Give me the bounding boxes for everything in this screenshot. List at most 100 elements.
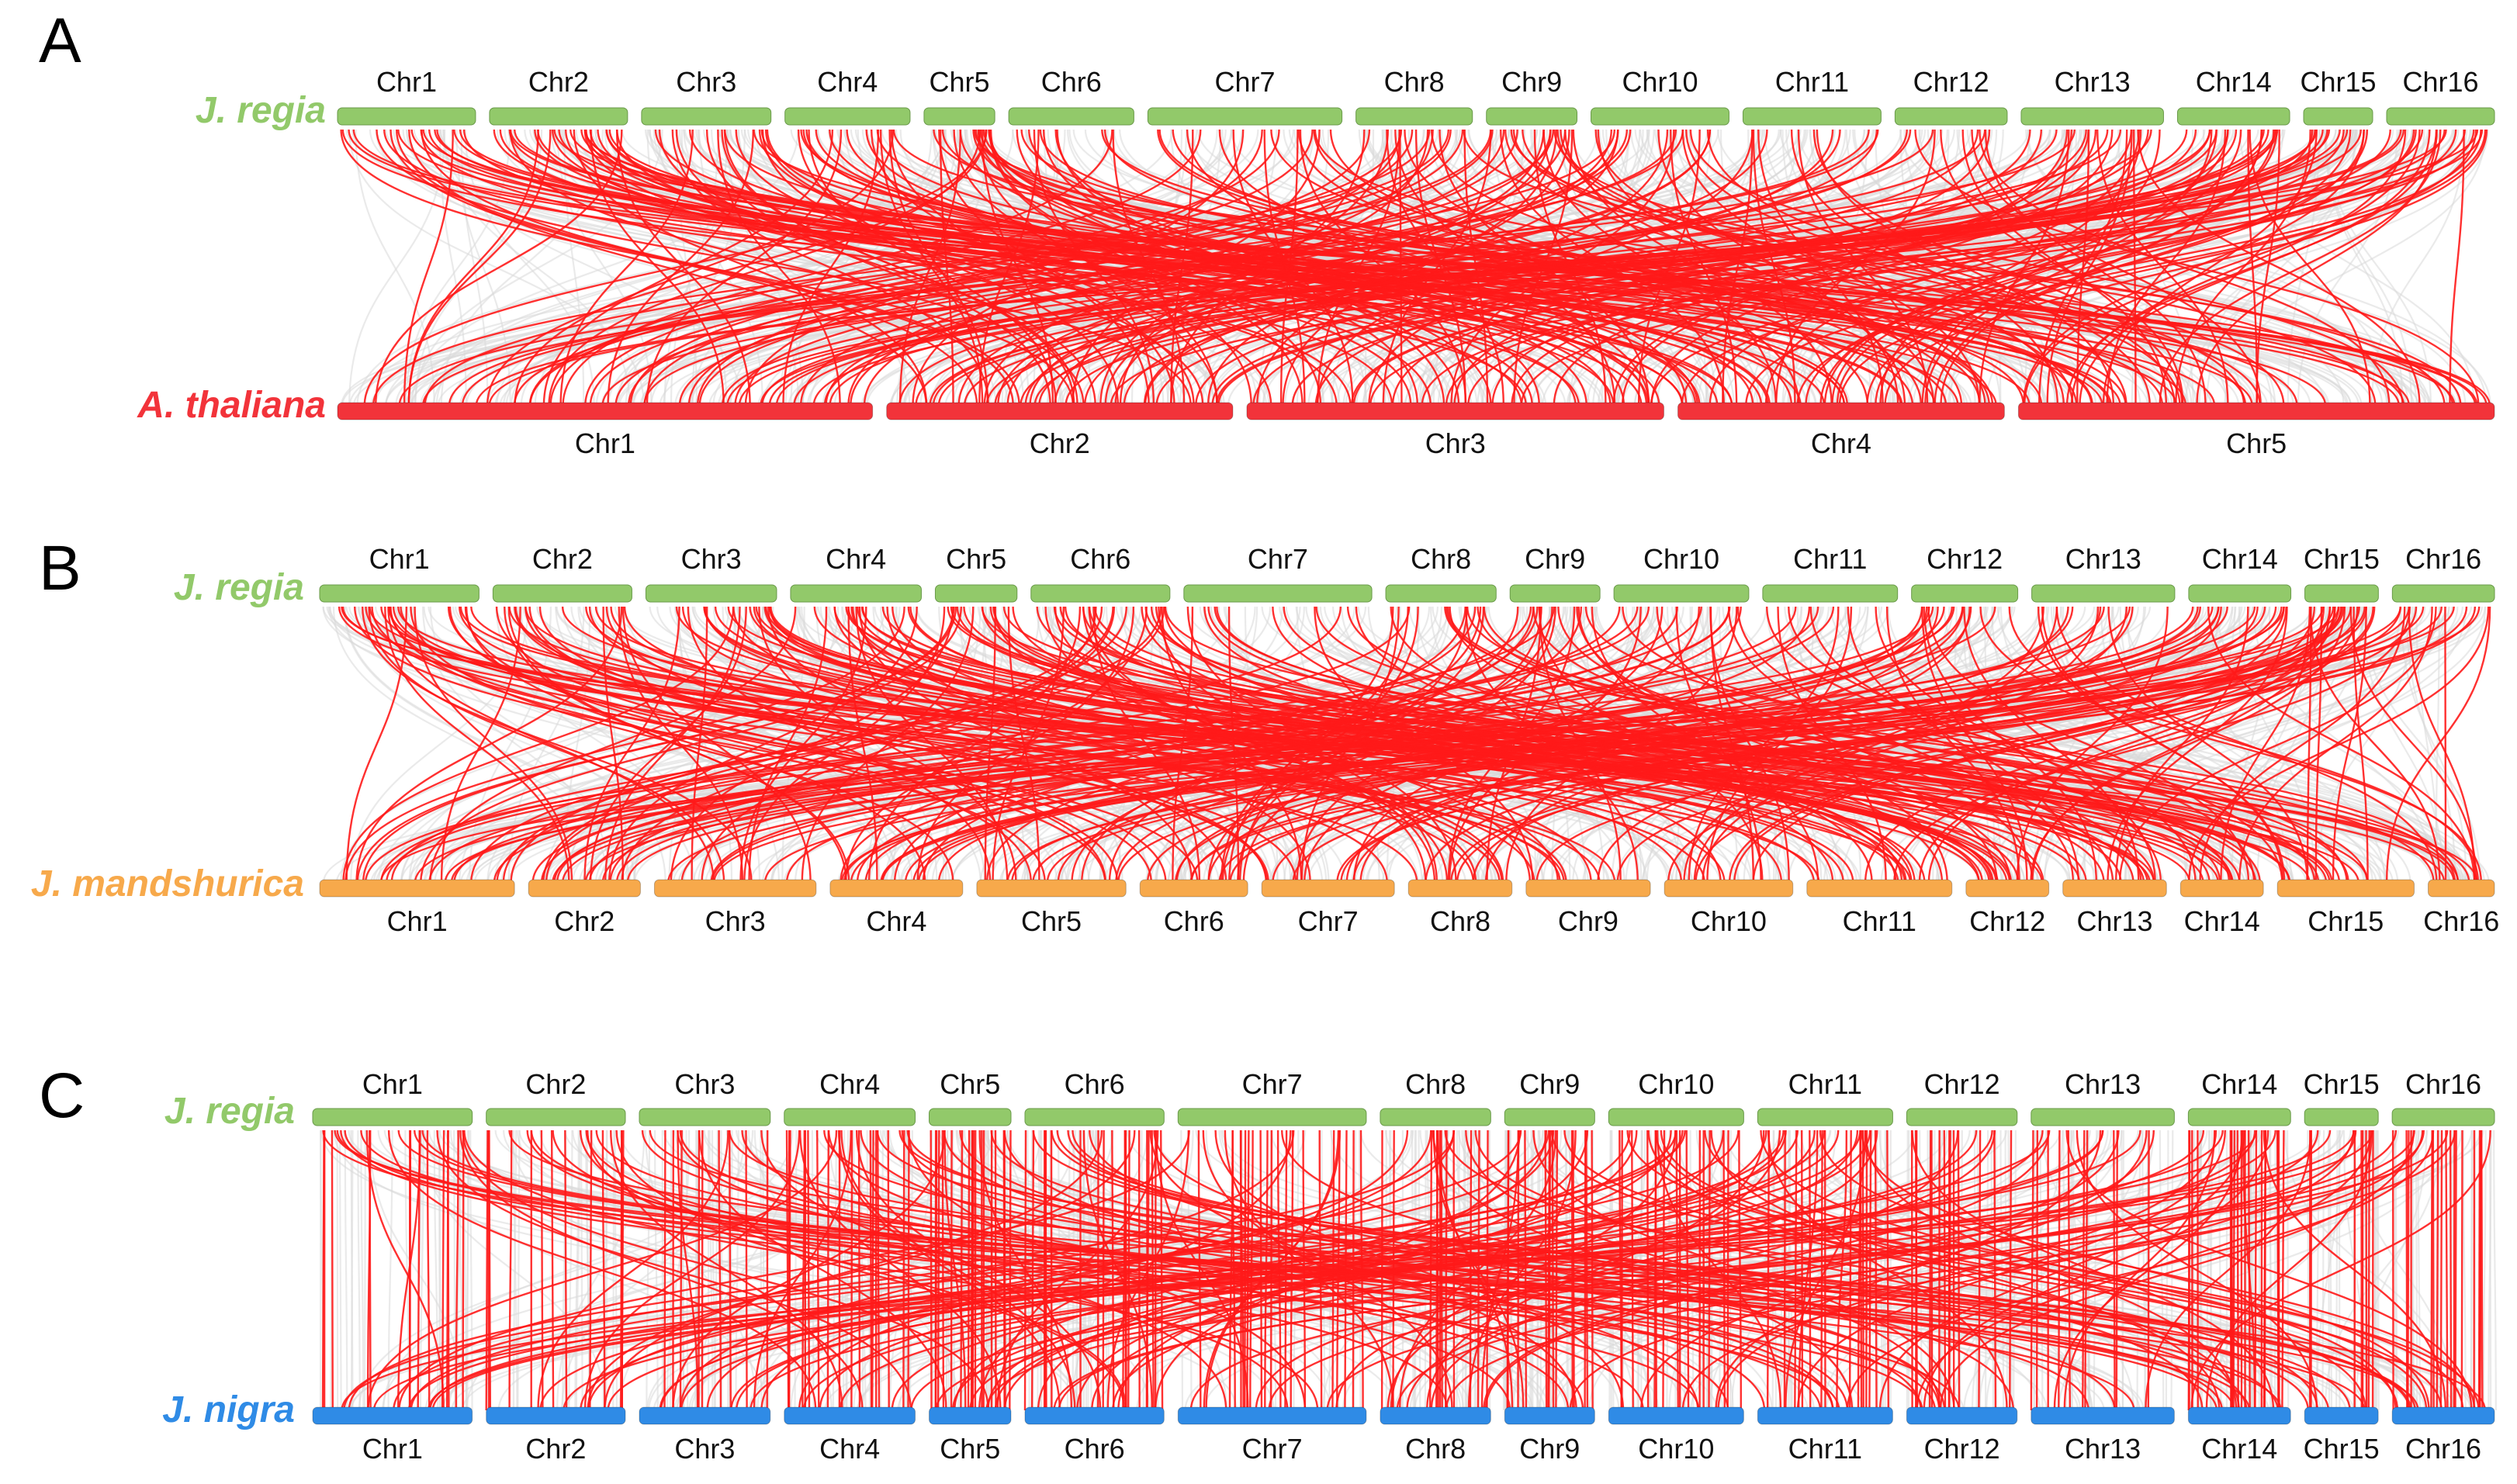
highlighted-link	[1522, 129, 2245, 406]
highlighted-link	[1893, 606, 2411, 884]
synteny-links	[319, 1129, 2497, 1411]
highlighted-link	[352, 129, 2103, 406]
highlighted-link	[380, 606, 1912, 884]
highlighted-link	[855, 606, 1009, 884]
bottom-chromosome-label: Chr4	[866, 905, 926, 937]
highlighted-link	[2065, 1129, 2473, 1411]
top-chromosome-label: Chr10	[1622, 66, 1698, 98]
highlighted-link	[1681, 1129, 2355, 1411]
top-chromosome-bar	[1894, 107, 2008, 126]
highlighted-link	[1512, 129, 2285, 406]
highlighted-link	[2009, 1129, 2013, 1411]
bottom-chromosome-bar	[1965, 879, 2050, 898]
highlighted-link	[1984, 129, 2207, 406]
highlighted-link	[717, 129, 841, 406]
highlighted-link	[1259, 1129, 1263, 1411]
highlighted-link	[1491, 129, 2089, 406]
background-link	[332, 606, 609, 884]
highlighted-link	[659, 1129, 1799, 1411]
top-species-label: J. regia	[164, 1091, 295, 1132]
highlighted-link	[1197, 1129, 1202, 1411]
highlighted-link	[602, 606, 624, 884]
bottom-chromosome-bar	[1139, 879, 1248, 898]
bottom-chromosome-label: Chr1	[387, 905, 448, 937]
background-link	[2250, 1129, 2253, 1411]
top-chromosome-bar	[790, 584, 922, 603]
highlighted-link	[973, 129, 2454, 406]
highlighted-link	[990, 1129, 2116, 1411]
highlighted-link	[826, 1129, 829, 1411]
top-chromosome-bar	[784, 107, 911, 126]
top-chromosome-bar	[319, 584, 480, 603]
highlighted-link	[1585, 1129, 1589, 1411]
highlighted-link	[2453, 1129, 2456, 1411]
highlighted-link	[1616, 606, 2374, 884]
background-link	[2252, 606, 2436, 884]
highlighted-link	[2306, 606, 2312, 884]
highlighted-link	[840, 1129, 1076, 1411]
top-chromosome-label: Chr3	[676, 66, 736, 98]
highlighted-link	[537, 129, 1826, 406]
top-chromosome-label: Chr13	[2055, 66, 2131, 98]
highlighted-link	[643, 129, 1986, 406]
highlighted-link	[861, 606, 2333, 884]
highlighted-link	[601, 606, 1955, 884]
top-chromosome-label: Chr11	[1775, 66, 1849, 98]
top-chromosome-label: Chr3	[681, 543, 742, 575]
highlighted-link	[1727, 606, 2075, 884]
background-link	[2224, 129, 2487, 406]
bottom-chromosome-label: Chr3	[705, 905, 766, 937]
background-link	[607, 606, 982, 884]
highlighted-link	[371, 606, 1199, 884]
highlighted-link	[1155, 129, 2218, 406]
background-link	[1927, 1129, 1930, 1411]
highlighted-link	[1767, 1129, 2008, 1411]
highlighted-link	[604, 1129, 1103, 1411]
highlighted-link	[1264, 1129, 1269, 1411]
highlighted-link	[1203, 1129, 1341, 1411]
highlighted-link	[548, 129, 982, 406]
highlighted-link	[1151, 1129, 1155, 1411]
top-chromosome-bar	[1030, 584, 1171, 603]
top-chromosome-bar	[934, 584, 1018, 603]
highlighted-link	[390, 606, 1342, 884]
background-link	[1058, 1129, 1062, 1411]
highlighted-link	[985, 1129, 2276, 1411]
highlighted-link	[1369, 129, 2475, 406]
highlighted-link	[1335, 1129, 1878, 1411]
background-link	[1203, 606, 1830, 884]
highlighted-link	[363, 129, 988, 406]
top-chromosome-bar	[1486, 107, 1578, 126]
highlighted-link	[2102, 129, 2318, 406]
highlighted-link	[562, 606, 2194, 884]
highlighted-link	[461, 129, 1870, 406]
top-chromosome-label: Chr8	[1411, 543, 1471, 575]
top-chromosome-bar	[1380, 1108, 1491, 1126]
highlighted-link	[1088, 606, 1427, 884]
top-chromosome-label: Chr5	[930, 66, 990, 98]
top-chromosome-label: Chr10	[1638, 1068, 1714, 1100]
background-link	[453, 1129, 456, 1411]
highlighted-link	[2353, 606, 2369, 884]
highlighted-link	[1101, 129, 2247, 406]
bottom-chromosome-bar	[1261, 879, 1395, 898]
highlighted-link	[462, 129, 1684, 406]
highlighted-link	[550, 1129, 555, 1411]
bottom-chromosome-bar	[2304, 1406, 2379, 1425]
bottom-chromosome-bar	[1177, 1406, 1367, 1425]
background-link	[2415, 606, 2439, 884]
top-chromosome-label: Chr7	[1242, 1068, 1303, 1100]
highlighted-link	[1939, 1129, 2415, 1411]
highlighted-link	[504, 606, 850, 884]
highlighted-link	[1978, 1129, 1982, 1411]
highlighted-link	[1020, 129, 2164, 406]
top-chromosome-label: Chr15	[2304, 543, 2380, 575]
bottom-chromosome-label: Chr9	[1519, 1433, 1580, 1465]
highlighted-link	[1885, 606, 2020, 884]
top-chromosome-bar	[645, 584, 777, 603]
highlighted-link	[1044, 606, 1449, 884]
highlighted-link	[607, 1129, 2104, 1411]
highlighted-link	[2314, 606, 2323, 884]
bottom-chromosome-bar	[1504, 1406, 1595, 1425]
top-chromosome-label: Chr2	[532, 543, 593, 575]
